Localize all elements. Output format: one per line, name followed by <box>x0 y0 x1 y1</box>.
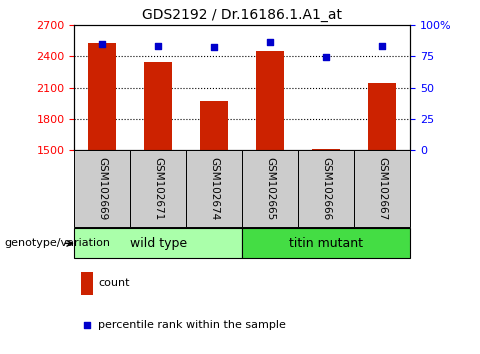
Bar <box>312 149 340 150</box>
Text: count: count <box>98 278 130 288</box>
Text: GSM102671: GSM102671 <box>154 157 163 220</box>
Text: GSM102666: GSM102666 <box>322 157 331 220</box>
Bar <box>201 101 228 150</box>
Bar <box>369 84 396 150</box>
Text: percentile rank within the sample: percentile rank within the sample <box>98 320 286 331</box>
Bar <box>242 150 299 227</box>
Bar <box>74 150 131 227</box>
Point <box>266 40 274 45</box>
Text: titin mutant: titin mutant <box>289 237 363 250</box>
Bar <box>144 62 172 150</box>
Bar <box>81 272 93 295</box>
Bar <box>299 150 354 227</box>
Text: GSM102669: GSM102669 <box>97 157 108 220</box>
Bar <box>354 150 410 227</box>
Point <box>98 41 106 46</box>
Text: wild type: wild type <box>130 237 187 250</box>
Bar <box>186 150 242 227</box>
Title: GDS2192 / Dr.16186.1.A1_at: GDS2192 / Dr.16186.1.A1_at <box>143 8 342 22</box>
Bar <box>242 228 410 258</box>
Point <box>211 45 218 50</box>
Bar <box>88 42 117 150</box>
Point <box>323 55 330 60</box>
Text: genotype/variation: genotype/variation <box>5 238 111 249</box>
Text: GSM102667: GSM102667 <box>377 157 387 220</box>
Point <box>155 43 162 49</box>
Text: GSM102665: GSM102665 <box>265 157 276 220</box>
Point <box>83 322 91 328</box>
Bar <box>256 51 284 150</box>
Bar <box>74 228 242 258</box>
Point <box>379 43 386 49</box>
Text: GSM102674: GSM102674 <box>209 157 219 220</box>
Bar <box>131 150 186 227</box>
